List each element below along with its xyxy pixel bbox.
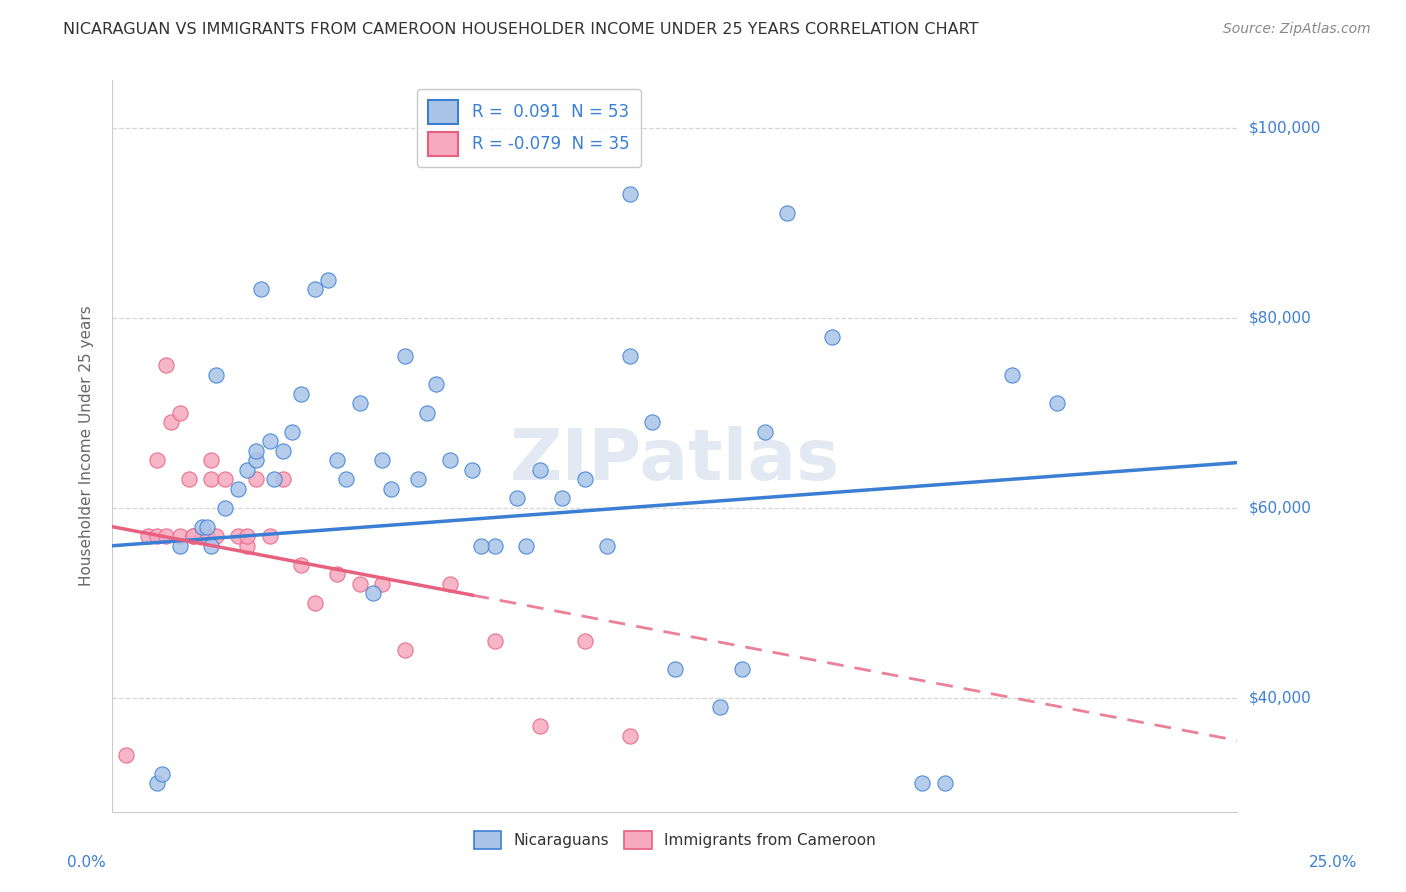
Point <box>273 472 295 486</box>
Point <box>169 539 191 553</box>
Point <box>205 529 228 543</box>
Point <box>200 453 222 467</box>
Point <box>439 453 461 467</box>
Point <box>214 472 236 486</box>
Point <box>515 539 537 553</box>
Point <box>574 633 596 648</box>
Point <box>115 747 138 762</box>
Point <box>709 700 731 714</box>
Text: 0.0%: 0.0% <box>67 855 107 870</box>
Point <box>150 766 173 780</box>
Point <box>619 349 641 363</box>
Point <box>1046 396 1069 410</box>
Point <box>425 377 447 392</box>
Point <box>228 529 250 543</box>
Point <box>394 349 416 363</box>
Point <box>326 567 349 582</box>
Point <box>273 443 295 458</box>
Point <box>506 491 529 506</box>
Point <box>228 482 250 496</box>
Point <box>529 463 551 477</box>
Point <box>259 434 281 449</box>
Point <box>731 662 754 676</box>
Point <box>641 415 664 429</box>
Point <box>776 206 799 220</box>
Point <box>183 529 205 543</box>
Text: $60,000: $60,000 <box>1249 500 1312 516</box>
Point <box>371 576 394 591</box>
Point <box>245 453 267 467</box>
Point <box>146 529 169 543</box>
Point <box>191 529 214 543</box>
Text: $80,000: $80,000 <box>1249 310 1312 326</box>
Point <box>349 396 371 410</box>
Point <box>263 472 285 486</box>
Legend: Nicaraguans, Immigrants from Cameroon: Nicaraguans, Immigrants from Cameroon <box>468 824 882 855</box>
Point <box>304 282 326 296</box>
Text: 25.0%: 25.0% <box>1309 855 1357 870</box>
Point <box>371 453 394 467</box>
Point <box>380 482 402 496</box>
Point <box>177 472 200 486</box>
Text: NICARAGUAN VS IMMIGRANTS FROM CAMEROON HOUSEHOLDER INCOME UNDER 25 YEARS CORRELA: NICARAGUAN VS IMMIGRANTS FROM CAMEROON H… <box>63 22 979 37</box>
Point <box>200 472 222 486</box>
Point <box>574 472 596 486</box>
Point <box>335 472 357 486</box>
Point <box>214 500 236 515</box>
Point <box>205 368 228 382</box>
Point <box>236 463 259 477</box>
Point <box>484 633 506 648</box>
Point <box>200 539 222 553</box>
Point <box>169 529 191 543</box>
Point <box>236 539 259 553</box>
Point <box>551 491 574 506</box>
Point <box>318 273 340 287</box>
Point <box>169 406 191 420</box>
Point <box>363 586 385 600</box>
Point <box>754 425 776 439</box>
Point <box>529 719 551 733</box>
Point <box>290 386 312 401</box>
Point <box>236 529 259 543</box>
Point <box>245 472 267 486</box>
Point <box>934 776 956 790</box>
Y-axis label: Householder Income Under 25 years: Householder Income Under 25 years <box>79 306 94 586</box>
Point <box>349 576 371 591</box>
Point <box>326 453 349 467</box>
Text: $40,000: $40,000 <box>1249 690 1312 706</box>
Point <box>160 415 183 429</box>
Point <box>911 776 934 790</box>
Point <box>281 425 304 439</box>
Point <box>155 358 177 372</box>
Point <box>664 662 686 676</box>
Text: $100,000: $100,000 <box>1249 120 1320 136</box>
Point <box>155 529 177 543</box>
Point <box>821 330 844 344</box>
Point <box>416 406 439 420</box>
Point <box>146 453 169 467</box>
Point <box>304 596 326 610</box>
Point <box>596 539 619 553</box>
Point <box>1001 368 1024 382</box>
Point <box>290 558 312 572</box>
Point <box>138 529 160 543</box>
Point <box>195 529 218 543</box>
Point <box>408 472 430 486</box>
Point <box>619 187 641 202</box>
Point <box>245 443 267 458</box>
Point <box>461 463 484 477</box>
Point <box>146 776 169 790</box>
Point <box>183 529 205 543</box>
Text: ZIPatlas: ZIPatlas <box>510 426 839 495</box>
Point <box>619 729 641 743</box>
Point <box>191 520 214 534</box>
Point <box>195 520 218 534</box>
Text: Source: ZipAtlas.com: Source: ZipAtlas.com <box>1223 22 1371 37</box>
Point <box>484 539 506 553</box>
Point <box>394 643 416 657</box>
Point <box>439 576 461 591</box>
Point <box>259 529 281 543</box>
Point <box>250 282 273 296</box>
Point <box>470 539 492 553</box>
